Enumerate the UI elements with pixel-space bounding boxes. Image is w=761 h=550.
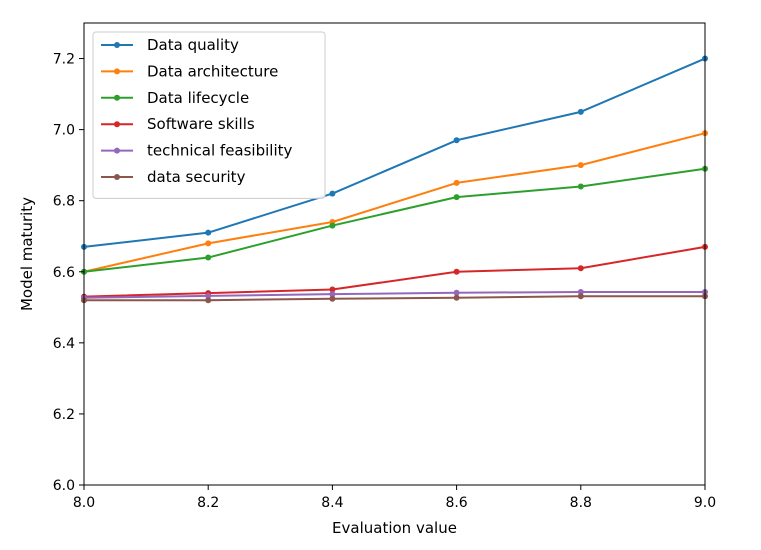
data-point xyxy=(205,297,212,304)
data-point xyxy=(205,254,212,261)
y-tick-label: 6.8 xyxy=(53,194,75,210)
data-point xyxy=(329,291,336,298)
data-point xyxy=(577,265,584,272)
legend-swatch-marker xyxy=(114,121,120,128)
data-point xyxy=(329,286,336,293)
series-line xyxy=(84,295,705,302)
legend-label: technical feasibility xyxy=(147,142,293,160)
data-point xyxy=(205,229,212,236)
legend-swatch-marker xyxy=(114,94,120,101)
legend-swatch-marker xyxy=(114,147,120,154)
data-point xyxy=(205,292,212,299)
data-point xyxy=(453,268,460,275)
plot-frame xyxy=(83,22,706,486)
series-line xyxy=(83,57,706,248)
x-tick-label: 8.4 xyxy=(321,495,343,511)
legend-item: Software skills xyxy=(101,115,255,133)
data-point xyxy=(453,194,460,201)
y-tick-label: 6.2 xyxy=(53,407,75,423)
legend-label: Data architecture xyxy=(147,62,278,80)
data-point xyxy=(577,293,584,300)
legend-swatch-marker xyxy=(114,68,120,75)
series-line xyxy=(83,167,706,273)
data-point xyxy=(453,179,460,186)
data-point xyxy=(577,183,584,190)
series-line xyxy=(83,291,705,299)
series-line xyxy=(83,245,706,298)
legend-item: Data architecture xyxy=(101,62,278,80)
x-axis-label: Evaluation value xyxy=(332,519,457,537)
data-point xyxy=(577,289,584,296)
y-axis: 6.0 6.2 6.4 6.6 6.8 7.0 7.2 xyxy=(53,52,84,494)
data-point xyxy=(329,222,336,229)
legend-label: Software skills xyxy=(147,115,255,133)
legend-box xyxy=(92,31,326,199)
x-tick-label: 8.6 xyxy=(445,495,467,511)
x-tick-label: 8.8 xyxy=(570,495,592,511)
y-axis-label: Model maturity xyxy=(18,197,36,311)
y-tick-label: 7.2 xyxy=(53,52,75,68)
legend-label: Data quality xyxy=(147,36,239,54)
legend-swatch-marker xyxy=(114,174,120,180)
y-tick-label: 6.6 xyxy=(53,265,75,281)
data-point xyxy=(453,289,460,296)
x-tick-label: 9.0 xyxy=(694,495,716,511)
legend-item: Data lifecycle xyxy=(101,89,249,107)
legend-item: data security xyxy=(101,168,246,186)
series-5 xyxy=(81,293,708,304)
legend-swatch-marker xyxy=(114,42,120,48)
y-tick-label: 6.4 xyxy=(53,336,75,352)
legend-label: data security xyxy=(147,168,246,186)
series-line xyxy=(83,132,706,273)
data-point xyxy=(453,294,460,301)
data-point xyxy=(205,240,212,247)
x-axis: 8.0 8.2 8.4 8.6 8.8 9.0 xyxy=(73,485,716,511)
data-point xyxy=(329,295,336,302)
legend-label: Data lifecycle xyxy=(147,89,249,107)
data-point xyxy=(329,190,336,197)
y-tick-label: 7.0 xyxy=(53,123,75,139)
x-tick-label: 8.2 xyxy=(197,495,219,511)
y-tick-label: 6.0 xyxy=(53,478,75,494)
legend: Data quality Data architecture Data lifecy… xyxy=(92,31,326,199)
data-point xyxy=(577,162,584,169)
data-point xyxy=(577,108,584,115)
data-point xyxy=(453,137,460,144)
legend-item: Data quality xyxy=(101,36,239,54)
x-tick-label: 8.0 xyxy=(73,495,95,511)
legend-item: technical feasibility xyxy=(101,142,293,160)
